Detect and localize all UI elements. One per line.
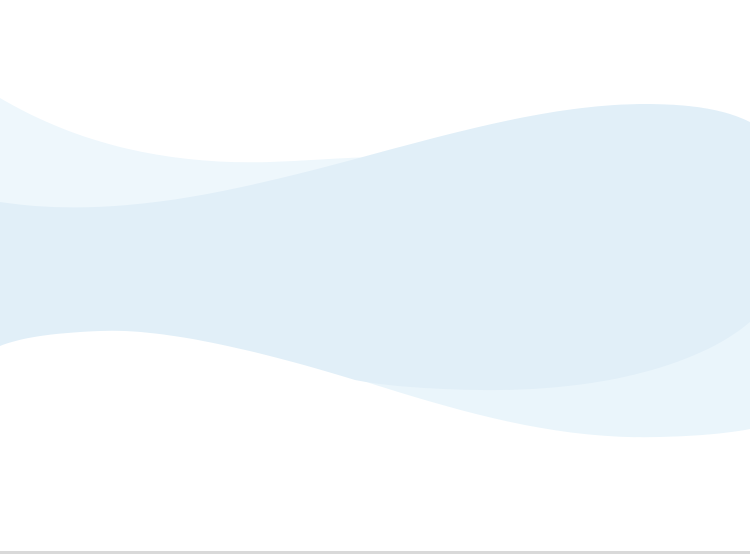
main-wave-band	[0, 104, 750, 391]
bottom-border	[0, 551, 750, 554]
